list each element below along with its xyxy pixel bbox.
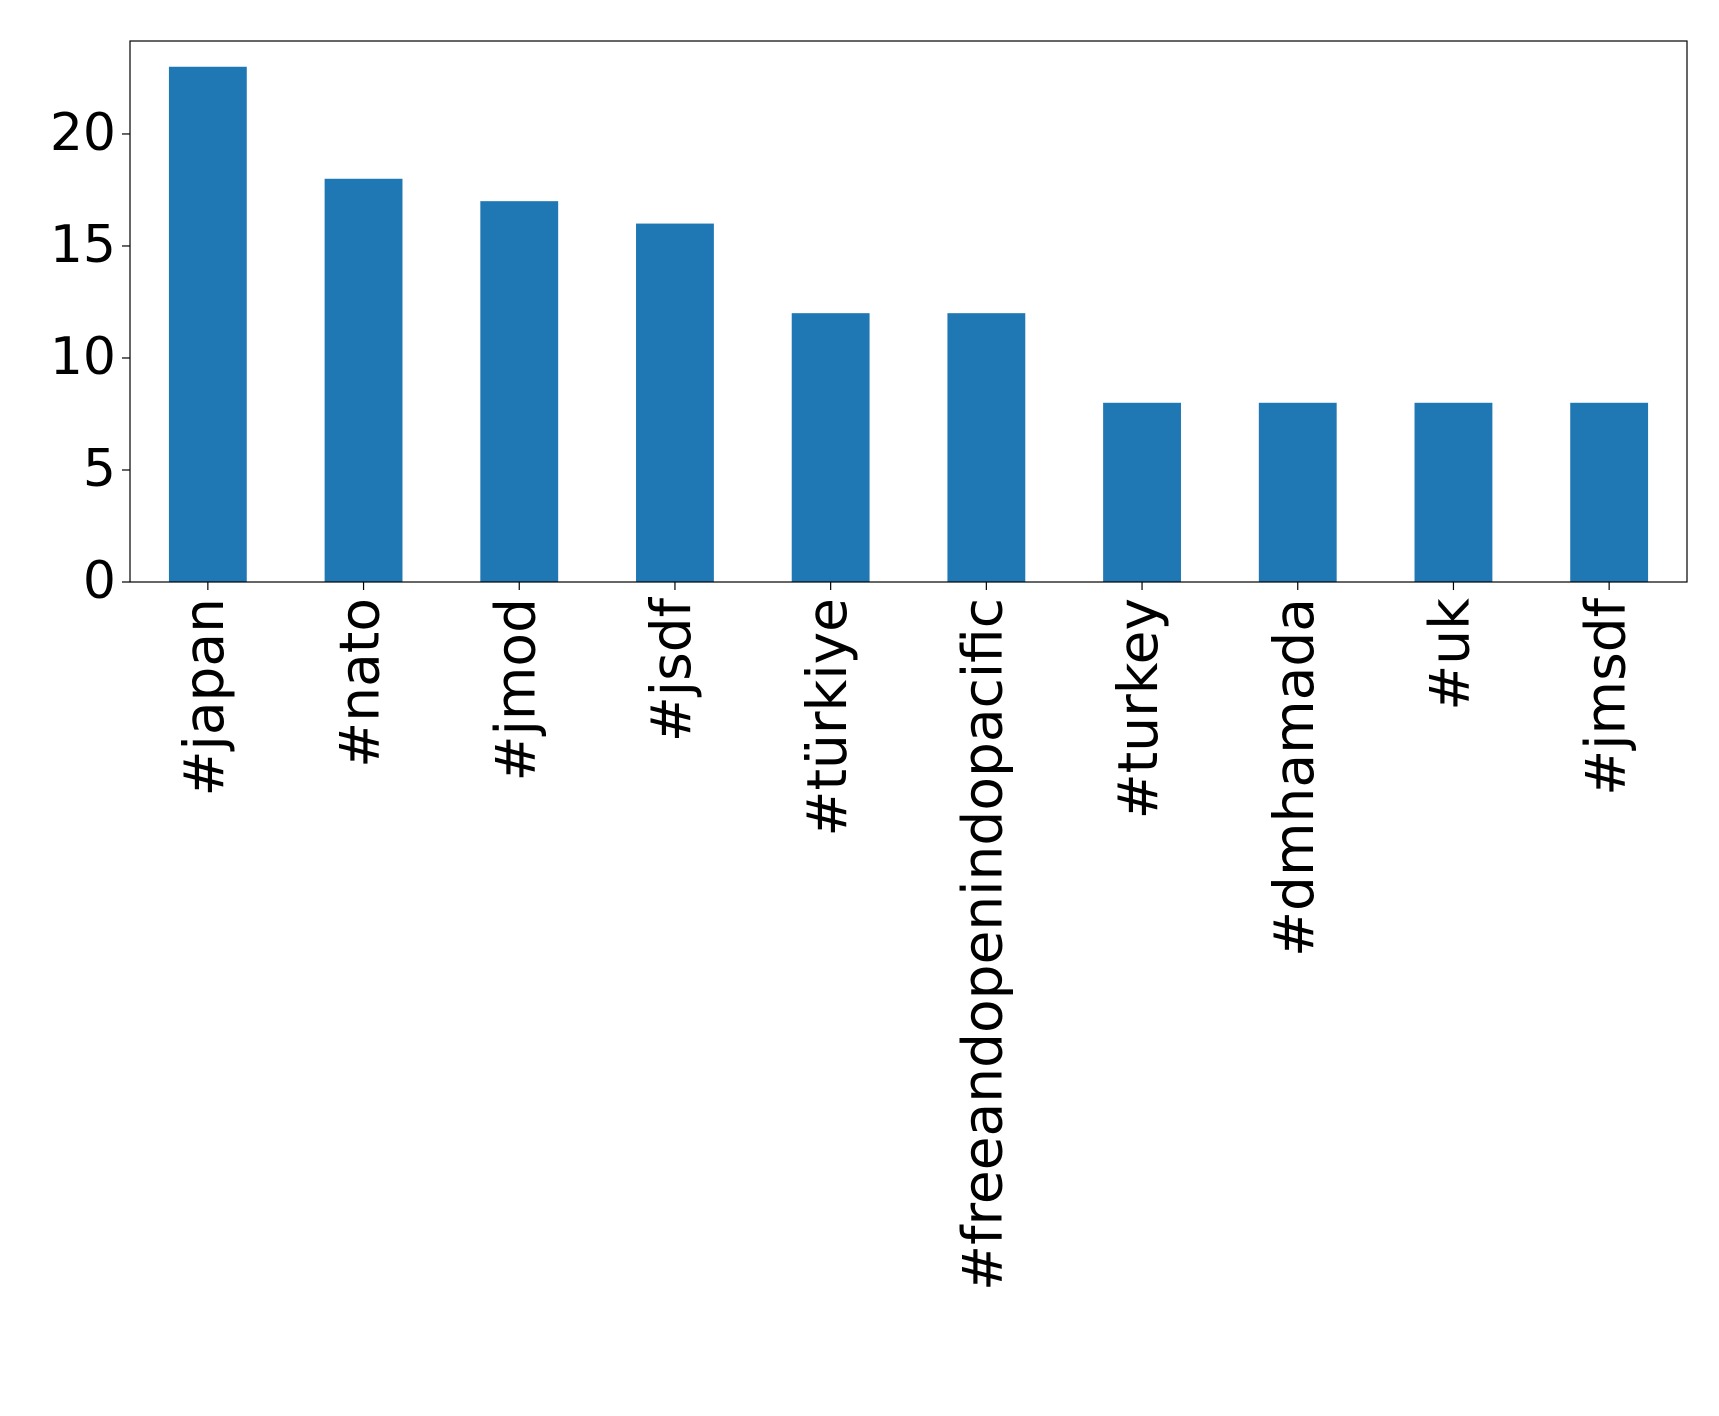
x-tick-label: #nato (328, 598, 392, 768)
x-tick-label: #dmhamada (1262, 598, 1326, 957)
x-tick-label: #japan (172, 598, 236, 797)
bar (1103, 402, 1181, 582)
x-tick-label: #turkey (1106, 598, 1170, 819)
bar (1258, 402, 1337, 582)
bar (791, 313, 870, 582)
y-tick-label: 10 (50, 327, 116, 387)
x-tick-label: #jmsdf (1573, 596, 1637, 796)
y-tick-label: 0 (83, 551, 116, 611)
x-tick-label: #türkiye (795, 598, 859, 837)
y-tick-label: 20 (50, 103, 116, 163)
x-tick-label: #jmod (483, 598, 547, 782)
y-tick-label: 5 (83, 439, 116, 499)
x-tick-label: #uk (1418, 598, 1482, 711)
y-tick-label: 15 (50, 215, 116, 275)
x-tick-label: #jsdf (639, 596, 703, 742)
plot-frame (129, 40, 1688, 583)
bar (168, 66, 247, 582)
bar (1414, 402, 1493, 582)
bar (480, 201, 559, 582)
bar (1570, 402, 1649, 582)
bar (636, 223, 714, 583)
bar (324, 178, 403, 582)
bar (947, 313, 1026, 582)
x-tick-label: #freeandopenindopacific (950, 598, 1014, 1291)
